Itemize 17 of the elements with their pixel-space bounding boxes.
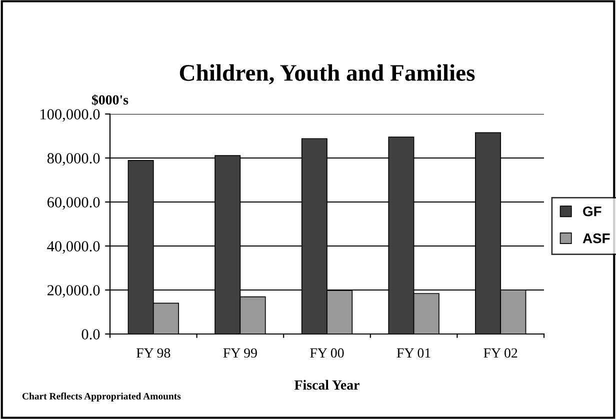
- x-axis-title: Fiscal Year: [294, 380, 360, 390]
- x-tick-label: FY 01: [396, 348, 430, 358]
- y-tick-label: 100,000.0: [40, 109, 100, 122]
- y-tick-label: 60,000.0: [47, 197, 100, 210]
- x-tick-label: FY 00: [310, 348, 344, 358]
- y-axis-title: $000's: [92, 94, 128, 106]
- legend-label: GF: [583, 206, 602, 216]
- x-tick-label: FY 99: [223, 348, 257, 358]
- y-tick-label: 20,000.0: [47, 285, 100, 298]
- y-tick-label: 40,000.0: [47, 241, 100, 254]
- legend-label: ASF: [582, 233, 610, 244]
- chart-title: Children, Youth and Families: [180, 64, 475, 84]
- text: Chart Reflects Appropriated Amounts: [22, 392, 181, 402]
- y-tick-label: 0.0: [82, 329, 100, 340]
- x-tick-label: FY 98: [136, 348, 170, 358]
- y-tick-label: 80,000.0: [47, 153, 100, 166]
- x-tick-label: FY 02: [484, 348, 518, 358]
